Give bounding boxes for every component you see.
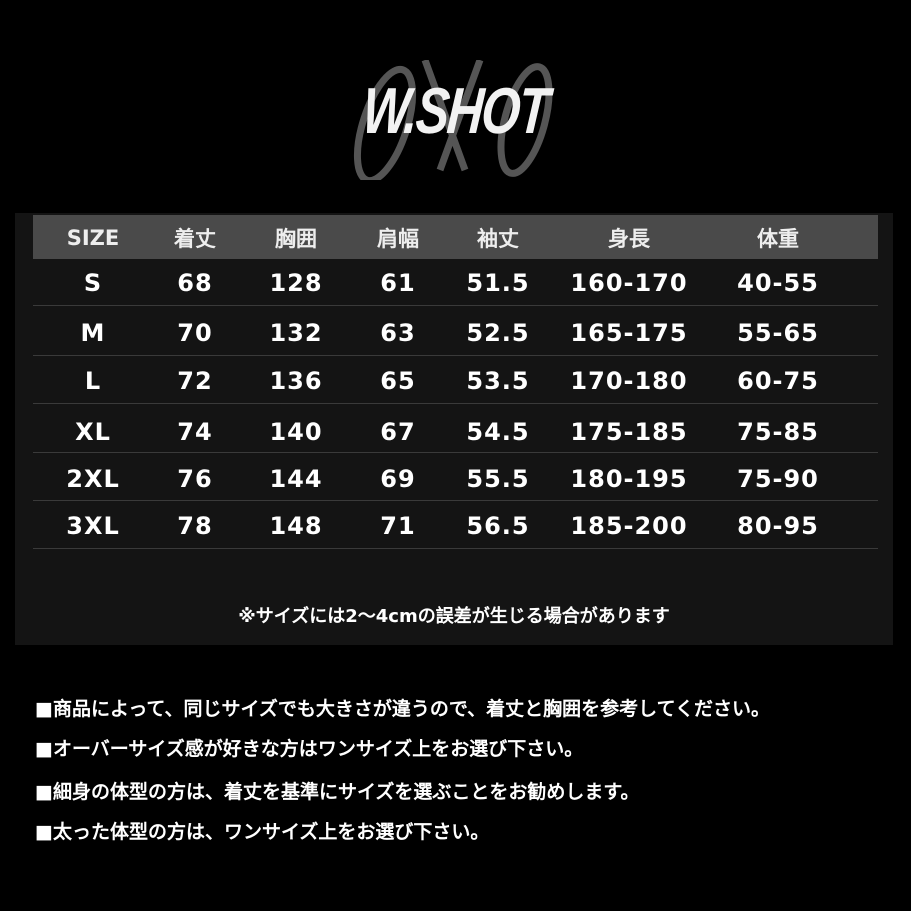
- table-cell: 40-55: [737, 269, 819, 297]
- table-cell: 54.5: [466, 418, 530, 446]
- table-cell: M: [80, 319, 106, 347]
- logo-text: W.SHOT: [359, 74, 551, 148]
- note-line: ■細身の体型の方は、着丈を基準にサイズを選ぶことをお勧めします。: [35, 781, 640, 803]
- table-cell: 76: [177, 465, 213, 493]
- table-cell: 3XL: [66, 512, 120, 540]
- table-cell: 160-170: [570, 269, 688, 297]
- table-cell: 128: [269, 269, 323, 297]
- column-header: 着丈: [174, 227, 216, 251]
- table-cell: L: [84, 367, 102, 395]
- table-cell: 170-180: [570, 367, 688, 395]
- column-header: 肩幅: [377, 227, 419, 251]
- table-cell: 56.5: [466, 512, 530, 540]
- table-cell: 185-200: [570, 512, 688, 540]
- column-header: 袖丈: [477, 227, 519, 251]
- table-cell: 55.5: [466, 465, 530, 493]
- table-cell: 74: [177, 418, 213, 446]
- table-cell: 148: [269, 512, 323, 540]
- table-cell: 2XL: [66, 465, 120, 493]
- row-divider: [33, 403, 878, 404]
- table-cell: 53.5: [466, 367, 530, 395]
- table-cell: XL: [75, 418, 111, 446]
- table-cell: 63: [380, 319, 416, 347]
- column-header: 体重: [757, 227, 799, 251]
- size-table: SIZE 着丈 胸囲 肩幅 袖丈 身長 体重 S 68 128 61 51.5 160-170 40-55…: [15, 213, 893, 645]
- column-header: 身長: [608, 227, 650, 251]
- table-cell: 78: [177, 512, 213, 540]
- table-cell: 140: [269, 418, 323, 446]
- table-cell: 75-85: [737, 418, 819, 446]
- table-cell: 51.5: [466, 269, 530, 297]
- table-cell: 65: [380, 367, 416, 395]
- column-header: SIZE: [66, 226, 120, 250]
- row-divider: [33, 305, 878, 306]
- table-cell: 136: [269, 367, 323, 395]
- column-header: 胸囲: [275, 227, 317, 251]
- table-cell: 80-95: [737, 512, 819, 540]
- table-cell: 72: [177, 367, 213, 395]
- table-cell: 165-175: [570, 319, 688, 347]
- table-cell: 68: [177, 269, 213, 297]
- row-divider: [33, 452, 878, 453]
- table-cell: 61: [380, 269, 416, 297]
- row-divider: [33, 548, 878, 549]
- table-cell: 144: [269, 465, 323, 493]
- row-divider: [33, 500, 878, 501]
- logo-scribble-icon: [353, 60, 553, 180]
- table-cell: 75-90: [737, 465, 819, 493]
- table-footnote: ※サイズには2～4cmの誤差が生じる場合があります: [238, 606, 670, 627]
- note-line: ■オーバーサイズ感が好きな方はワンサイズ上をお選び下さい。: [35, 738, 584, 760]
- table-cell: 60-75: [737, 367, 819, 395]
- row-divider: [33, 355, 878, 356]
- table-header: [33, 215, 878, 259]
- table-cell: 69: [380, 465, 416, 493]
- table-cell: 67: [380, 418, 416, 446]
- table-cell: 70: [177, 319, 213, 347]
- table-cell: 132: [269, 319, 323, 347]
- table-cell: S: [83, 269, 103, 297]
- table-cell: 52.5: [466, 319, 530, 347]
- table-cell: 55-65: [737, 319, 819, 347]
- table-cell: 71: [380, 512, 416, 540]
- table-cell: 180-195: [570, 465, 688, 493]
- brand-logo: W.SHOT: [330, 60, 580, 180]
- note-line: ■太った体型の方は、ワンサイズ上をお選び下さい。: [35, 821, 490, 843]
- note-line: ■商品によって、同じサイズでも大きさが違うので、着丈と胸囲を参考してください。: [35, 698, 771, 720]
- table-cell: 175-185: [570, 418, 688, 446]
